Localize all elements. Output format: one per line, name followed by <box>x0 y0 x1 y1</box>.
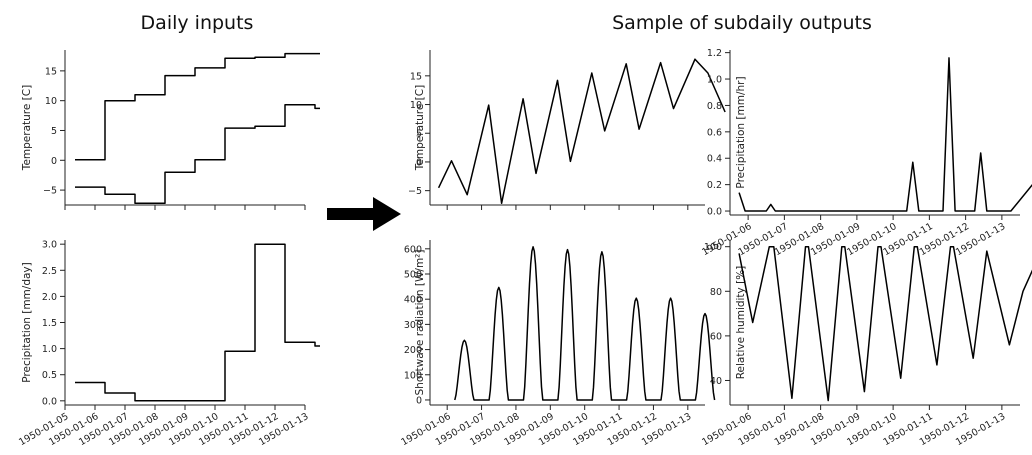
y-tick-label: 0.6 <box>707 127 722 138</box>
y-tick-label: 5 <box>416 129 422 140</box>
y-tick-label: 100 <box>404 370 422 381</box>
y-tick-label: 15 <box>45 66 57 77</box>
y-tick-label: 400 <box>404 295 422 306</box>
y-tick-label: 200 <box>404 345 422 356</box>
panel-subdaily-humidity: 4060801001950-01-061950-01-071950-01-081… <box>700 240 1032 448</box>
series-line-0 <box>75 243 320 402</box>
y-tick-label: 2.5 <box>42 266 57 277</box>
series-line-1 <box>75 104 320 204</box>
y-tick-label: 3.0 <box>42 240 57 251</box>
y-tick-label: 5 <box>51 126 57 137</box>
y-tick-label: 0 <box>51 156 57 167</box>
arrow-icon <box>327 197 401 231</box>
y-tick-label: 500 <box>404 270 422 281</box>
panel-daily-precipitation: 0.00.51.01.52.02.53.01950-01-051950-01-0… <box>17 240 320 448</box>
y-tick-label: 0.5 <box>42 370 57 381</box>
heading-daily-inputs: Daily inputs <box>141 12 254 34</box>
y-tick-label: 0.4 <box>707 154 722 165</box>
y-tick-label: 100 <box>704 242 722 253</box>
series-line-shortwave <box>454 246 716 401</box>
y-axis-label: Temperature [C] <box>414 85 426 171</box>
panel-daily-temperature: −5 0 5 10 15 Temperature [C] <box>21 50 320 210</box>
y-axis-label: Shortwave radiation [W/m²] <box>414 250 426 396</box>
y-tick-label: 1.5 <box>42 318 57 329</box>
panel-subdaily-shortwave: 01002003004005006001950-01-061950-01-071… <box>399 240 716 448</box>
y-tick-label: 2.0 <box>42 292 57 303</box>
y-tick-label: 0 <box>416 395 422 406</box>
y-tick-label: 0.8 <box>707 101 722 112</box>
y-tick-label: −5 <box>43 186 57 197</box>
y-tick-label: 1.0 <box>42 344 57 355</box>
y-tick-label: 0.0 <box>42 396 57 407</box>
y-tick-label: −5 <box>408 186 422 197</box>
y-tick-label: 15 <box>410 71 422 82</box>
y-tick-label: 0 <box>416 157 422 168</box>
y-axis-label: Temperature [C] <box>21 85 33 171</box>
y-axis-label: Precipitation [mm/hr] <box>735 76 747 188</box>
y-tick-label: 10 <box>45 96 57 107</box>
y-tick-label: 0.0 <box>707 207 722 218</box>
series-line-0 <box>738 57 1032 212</box>
y-tick-label: 0.2 <box>707 180 722 191</box>
y-tick-label: 1.0 <box>707 75 722 86</box>
y-tick-label: 10 <box>410 100 422 111</box>
y-tick-label: 1.2 <box>707 48 722 59</box>
y-tick-label: 80 <box>710 287 722 298</box>
series-line-0 <box>75 52 320 161</box>
y-tick-label: 600 <box>404 244 422 255</box>
series-line-0 <box>437 58 726 205</box>
series-line-0 <box>738 245 1032 402</box>
y-axis-label: Precipitation [mm/day] <box>21 262 33 382</box>
y-tick-label: 300 <box>404 320 422 331</box>
y-axis-label: Relative humidity [%] <box>735 266 747 380</box>
y-tick-label: 60 <box>710 331 722 342</box>
heading-subdaily-outputs: Sample of subdaily outputs <box>612 12 872 34</box>
y-tick-label: 40 <box>710 376 722 387</box>
panel-subdaily-precipitation: 0.00.20.40.60.81.01.21950-01-061950-01-0… <box>700 48 1032 258</box>
panel-subdaily-temperature: −5 0 5 10 15 Temperature [C] <box>408 50 726 210</box>
